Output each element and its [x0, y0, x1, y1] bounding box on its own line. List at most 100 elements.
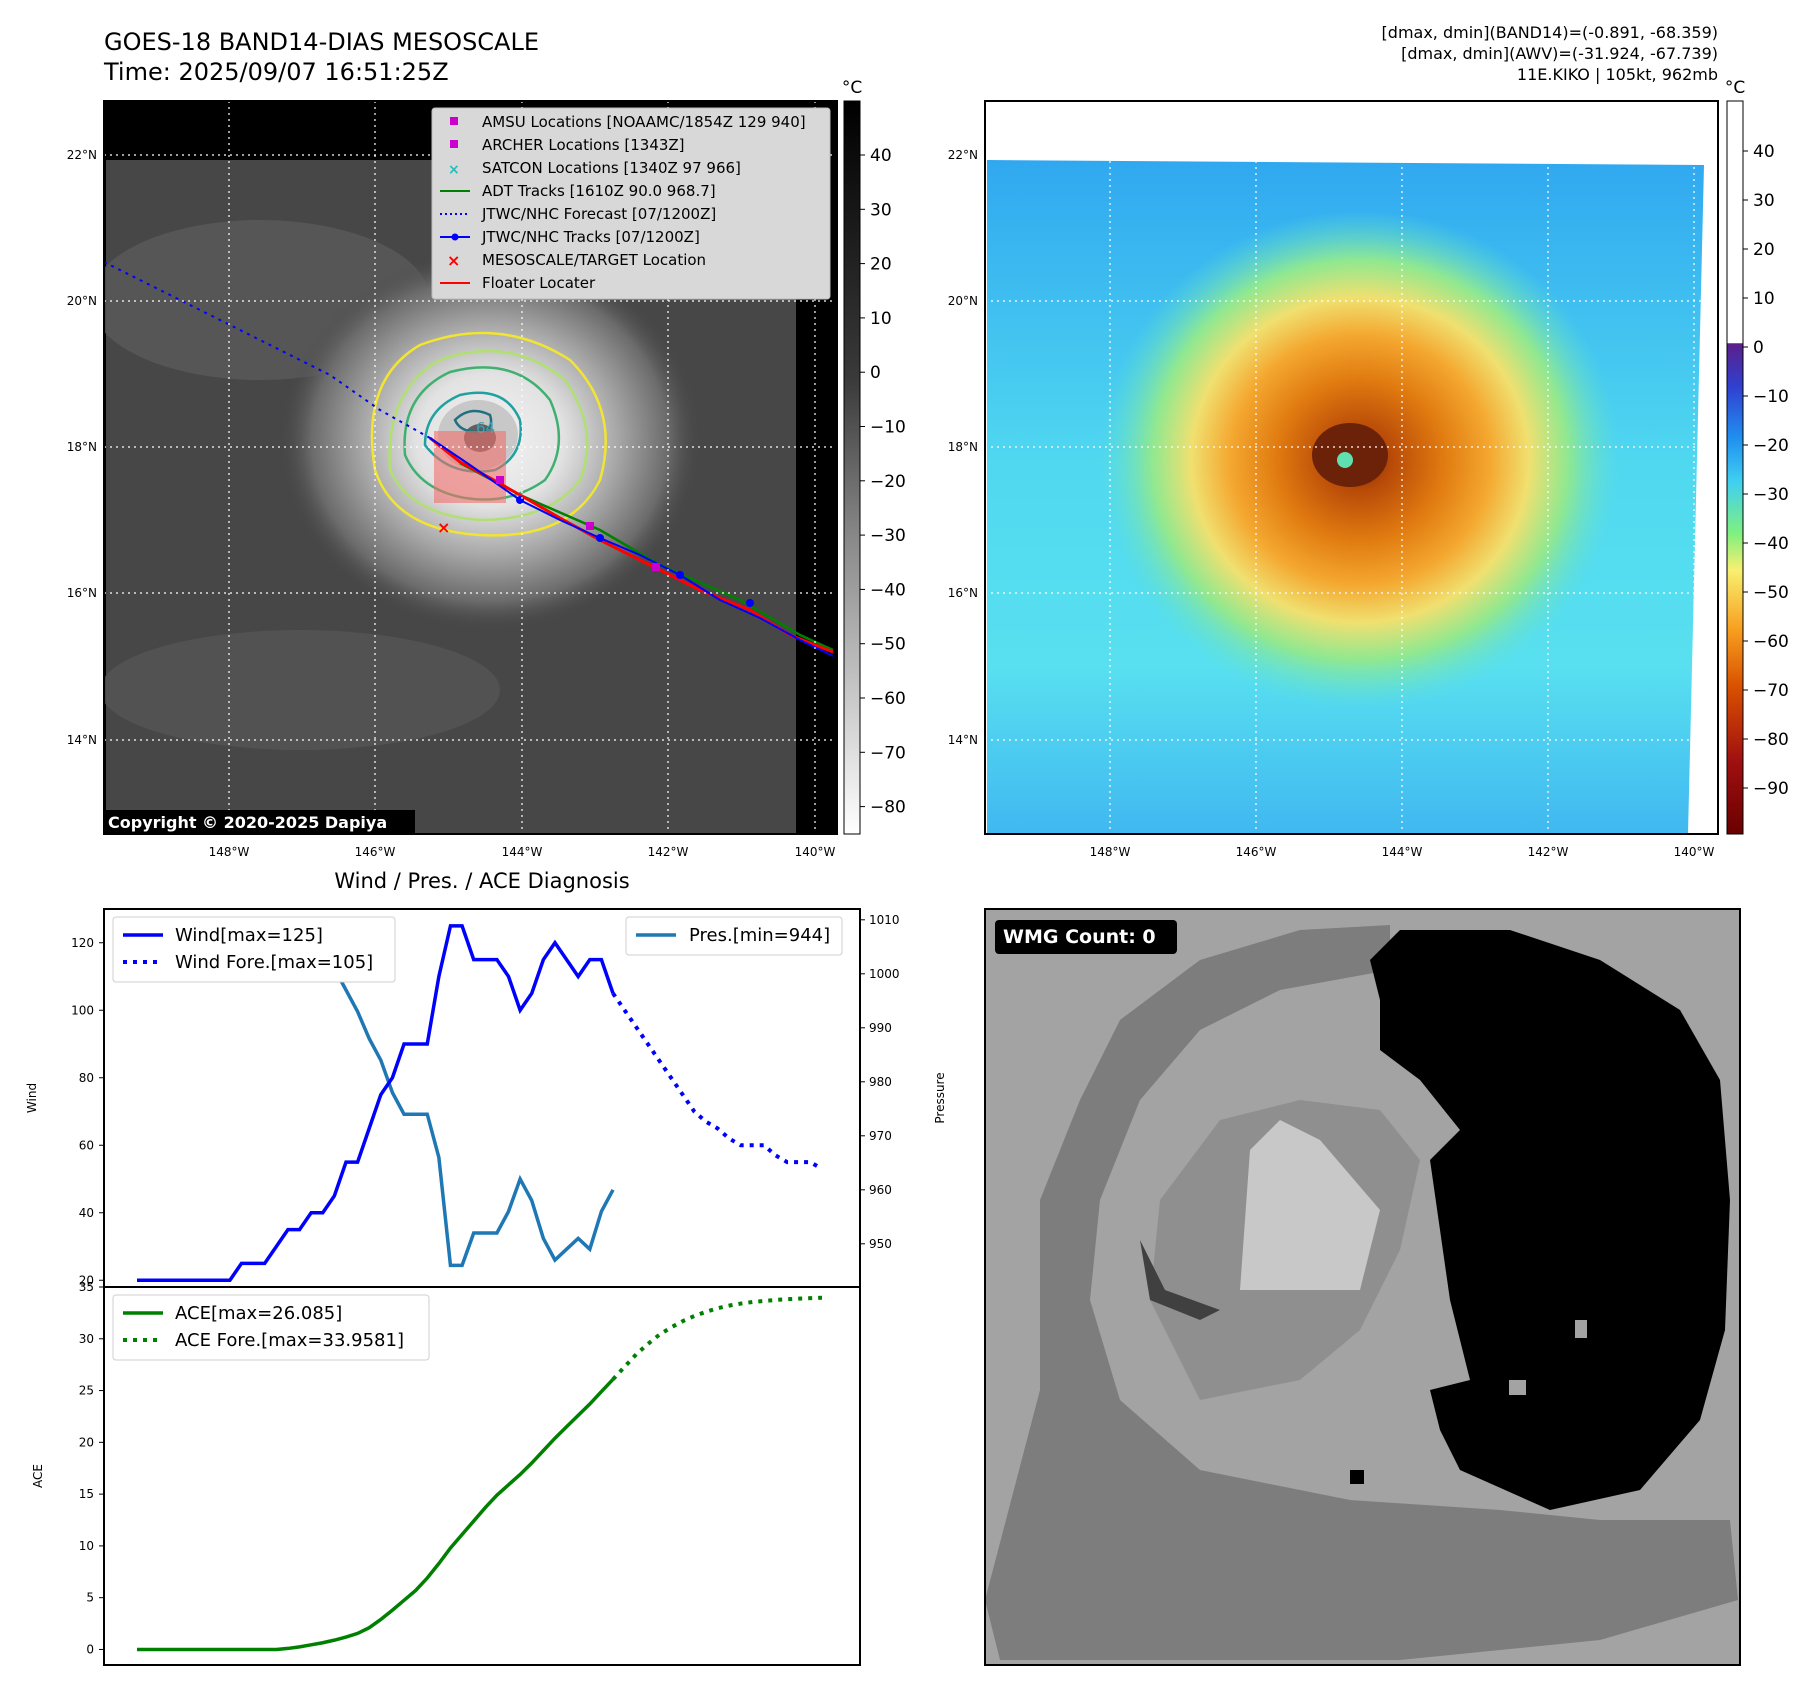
- archer-marker: [496, 476, 504, 484]
- legend-tracks-dot: [451, 233, 459, 241]
- jtwc-track: [429, 437, 834, 657]
- colorbar-tick-label: −80: [870, 798, 906, 818]
- ace-tick-label: 25: [79, 1384, 94, 1398]
- figure-time: Time: 2025/09/07 16:51:25Z: [103, 58, 449, 86]
- awv-gridlines: [985, 101, 1718, 834]
- wmg-count-label: WMG Count: 0: [1003, 926, 1156, 948]
- pressure-tick-label: 960: [869, 1183, 892, 1197]
- lon-label: 144°W: [502, 845, 543, 859]
- awv-colorbar: °C 40 30 20 10 0 −10 −20 −30 −40 −50 −60 −70 −80 −90: [1725, 78, 1789, 835]
- awv-eye: [1337, 452, 1353, 468]
- wmg-band-dark: [985, 925, 1738, 1660]
- legend-target: MESOSCALE/TARGET Location: [482, 251, 706, 269]
- wind-axis-label: Wind: [25, 1083, 39, 1113]
- ir-colorbar-scale: [843, 100, 861, 835]
- jtwc-track-point: [596, 534, 604, 542]
- ace-tick-label: 20: [79, 1435, 94, 1449]
- lon-label: 142°W: [1528, 845, 1569, 859]
- colorbar-tick-label: −30: [1753, 485, 1789, 505]
- lon-label: 142°W: [648, 845, 689, 859]
- legend-ace: ACE[max=26.085]: [175, 1303, 342, 1324]
- copyright-text: Copyright © 2020-2025 Dapiya: [108, 813, 387, 832]
- legend-floater: Floater Locater: [482, 274, 596, 292]
- ace-tick-label: 10: [79, 1539, 94, 1553]
- wmg-gap: [1575, 1320, 1587, 1338]
- ace-axis-label: ACE: [31, 1464, 45, 1488]
- wind-forecast-series-line: [611, 992, 824, 1171]
- legend-target-icon: ×: [447, 251, 460, 270]
- legend-pressure: Pres.[min=944]: [689, 925, 830, 946]
- colorbar-tick-label: −50: [1753, 583, 1789, 603]
- lon-label: 148°W: [209, 845, 250, 859]
- colorbar-tick-label: −20: [870, 472, 906, 492]
- wind-pressure-chart: Wind / Pres. / ACE Diagnosis Wind Pressu…: [25, 869, 947, 1288]
- colorbar-tick-label: −50: [870, 635, 906, 655]
- wind-tick-label: 120: [71, 936, 94, 950]
- colorbar-tick-label: 0: [1753, 338, 1764, 358]
- colorbar-tick-label: 30: [870, 200, 892, 220]
- colorbar-tick-label: −60: [1753, 632, 1789, 652]
- legend-archer-icon: [450, 140, 458, 148]
- wmg-pixel: [1350, 1470, 1364, 1484]
- wmg-dark-patch: [1140, 1240, 1220, 1320]
- awv-map-panel: 22°N 20°N 18°N 16°N 14°N 148°W 146°W 144…: [948, 100, 1719, 859]
- awv-colorbar-scale: [1726, 100, 1744, 835]
- colorbar-tick-label: −10: [870, 418, 906, 438]
- colorbar-tick-label: 10: [870, 309, 892, 329]
- colorbar-tick-label: −80: [1753, 730, 1789, 750]
- lon-label: 140°W: [1674, 845, 1715, 859]
- colorbar-tick-label: 30: [1753, 191, 1775, 211]
- wmg-core: [1240, 1120, 1380, 1290]
- lon-label: 146°W: [355, 845, 396, 859]
- ace-legend-box: [112, 1294, 430, 1361]
- ir-cloud-band: [104, 630, 500, 750]
- colorbar-tick-label: 20: [870, 255, 892, 275]
- lat-label: 18°N: [67, 440, 97, 454]
- wind-series-line: [137, 924, 615, 1282]
- colorbar-tick-label: −90: [1753, 779, 1789, 799]
- pressure-legend: Pres.[min=944]: [625, 916, 843, 956]
- lon-label: 146°W: [1236, 845, 1277, 859]
- pressure-tick-label: 980: [869, 1075, 892, 1089]
- legend-box: [431, 107, 831, 300]
- awv-lon-labels: 148°W 146°W 144°W 142°W 140°W: [1090, 845, 1715, 859]
- ir-contour-darkteal: [453, 409, 493, 434]
- colorbar-tick-label: −70: [870, 743, 906, 763]
- ir-colorbar: °C 40 30 20 10 0 −10 −20 −30 −40 −50 −60 −70 −80: [842, 78, 906, 835]
- pressure-tick-label: 1000: [869, 967, 900, 981]
- target-marker: ×: [437, 518, 450, 537]
- jtwc-track-point: [676, 571, 684, 579]
- ace-tick-label: 35: [79, 1280, 94, 1294]
- lat-label: 20°N: [67, 294, 97, 308]
- ir-lon-labels: 148°W 146°W 144°W 142°W 140°W: [209, 845, 836, 859]
- colorbar-tick-label: 0: [870, 363, 881, 383]
- lat-label: 20°N: [948, 294, 978, 308]
- awv-range: [dmax, dmin](AWV)=(-31.924, -67.739): [1401, 44, 1718, 63]
- lat-label: 22°N: [948, 148, 978, 162]
- legend-adt: ADT Tracks [1610Z 90.0 968.7]: [482, 182, 716, 200]
- amsu-marker: [586, 522, 594, 530]
- wmg-frame: [984, 908, 1741, 1666]
- lat-label: 22°N: [67, 148, 97, 162]
- wind-tick-label: 100: [71, 1003, 94, 1017]
- map-legend: AMSU Locations [NOAAMC/1854Z 129 940] AR…: [431, 107, 831, 300]
- lat-label: 18°N: [948, 440, 978, 454]
- legend-tracks: JTWC/NHC Tracks [07/1200Z]: [481, 228, 700, 246]
- legend-satcon-icon: ×: [448, 162, 460, 178]
- legend-amsu: AMSU Locations [NOAAMC/1854Z 129 940]: [482, 113, 806, 131]
- lon-label: 148°W: [1090, 845, 1131, 859]
- wind-tick-label: 40: [79, 1206, 94, 1220]
- colorbar-tick-label: −40: [870, 580, 906, 600]
- legend-ace-forecast: ACE Fore.[max=33.9581]: [175, 1330, 404, 1351]
- storm-info: 11E.KIKO | 105kt, 962mb: [1517, 65, 1718, 84]
- ace-tick-label: 30: [79, 1332, 94, 1346]
- wmg-count-box: [995, 920, 1177, 954]
- ir-contour-lightgreen: [388, 349, 589, 522]
- pressure-tick-label: 950: [869, 1237, 892, 1251]
- legend-amsu-icon: [450, 117, 458, 125]
- colorbar-tick-label: 40: [1753, 142, 1775, 162]
- colorbar-tick-label: −20: [1753, 436, 1789, 456]
- colorbar-tick-label: −30: [870, 526, 906, 546]
- legend-archer: ARCHER Locations [1343Z]: [482, 136, 685, 154]
